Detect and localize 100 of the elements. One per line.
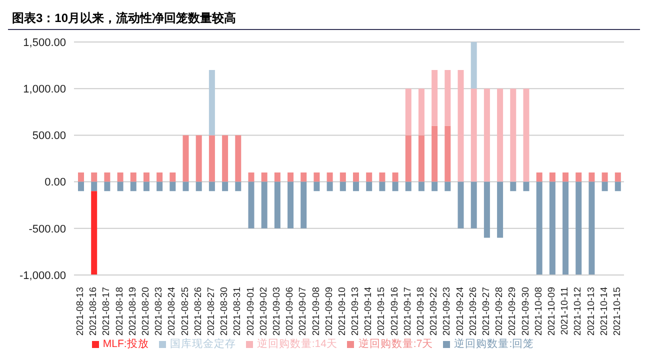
x-tick-label: 2021-08-23 xyxy=(154,287,165,336)
bar xyxy=(510,88,516,182)
bar xyxy=(170,182,176,192)
bar xyxy=(379,182,386,192)
x-tick-label: 2021-08-31 xyxy=(232,287,244,336)
bar xyxy=(314,172,320,182)
x-tick-label: 2021-09-17 xyxy=(402,287,414,336)
bar xyxy=(182,182,189,192)
bar xyxy=(248,182,254,228)
bar xyxy=(314,182,320,192)
bar xyxy=(470,88,477,182)
bar xyxy=(170,172,176,182)
x-tick-label: 2021-10-12 xyxy=(572,287,584,336)
bar xyxy=(588,172,595,182)
bar xyxy=(576,172,582,182)
x-tick-label: 2021-09-29 xyxy=(507,287,518,336)
bar xyxy=(104,182,110,192)
bar xyxy=(405,135,412,182)
x-tick-label: 2021-08-16 xyxy=(88,287,100,336)
y-tick-label: 500.00 xyxy=(32,130,66,142)
bar xyxy=(602,172,608,182)
bar xyxy=(91,191,98,275)
bar xyxy=(340,182,346,192)
bar xyxy=(614,172,621,182)
x-tick-label: 2021-08-20 xyxy=(140,287,152,336)
x-tick-label: 2021-09-14 xyxy=(363,287,374,336)
x-tick-label: 2021-09-16 xyxy=(389,287,400,336)
bar xyxy=(91,172,98,182)
bar xyxy=(432,182,438,192)
x-tick-label: 2021-09-28 xyxy=(494,287,506,336)
legend-label: MLF:投放 xyxy=(102,338,149,350)
x-tick-label: 2021-09-18 xyxy=(416,287,427,336)
bar xyxy=(143,182,150,192)
bar xyxy=(484,182,490,238)
bar xyxy=(208,135,215,182)
bar xyxy=(91,182,98,192)
bar xyxy=(418,182,424,192)
bar xyxy=(222,135,228,182)
x-tick-label: 2021-10-15 xyxy=(612,287,623,336)
bar xyxy=(288,172,294,182)
x-tick-label: 2021-09-24 xyxy=(454,287,466,336)
bar xyxy=(470,182,477,228)
y-tick-label: -1,000.00 xyxy=(20,270,66,282)
bar xyxy=(235,182,242,192)
x-tick-label: 2021-10-13 xyxy=(586,287,597,336)
y-tick-label: 0.00 xyxy=(44,176,66,189)
bar xyxy=(392,182,398,192)
bar xyxy=(444,182,451,192)
x-tick-label: 2021-10-09 xyxy=(546,287,558,336)
x-tick-label: 2021-09-23 xyxy=(442,287,453,336)
bar xyxy=(458,182,464,228)
x-tick-label: 2021-08-18 xyxy=(114,287,126,336)
x-tick-label: 2021-08-19 xyxy=(127,287,138,336)
bar xyxy=(261,182,268,228)
legend-label: 国库现金定存 xyxy=(170,338,236,350)
bar xyxy=(588,182,595,275)
x-tick-label: 2021-08-27 xyxy=(206,287,217,336)
legend-label: 逆回购数量:7天 xyxy=(358,338,434,350)
x-tick-label: 2021-09-09 xyxy=(324,287,335,336)
legend-label: 逆回购数量:回笼 xyxy=(454,338,534,350)
bar xyxy=(353,172,359,182)
bar xyxy=(208,182,215,192)
x-tick-label: 2021-09-22 xyxy=(428,287,440,336)
bar xyxy=(261,172,268,182)
x-tick-label: 2021-09-10 xyxy=(336,287,348,336)
x-tick-label: 2021-10-14 xyxy=(598,287,610,336)
bar xyxy=(104,172,110,182)
x-tick-label: 2021-09-07 xyxy=(298,287,309,336)
bar xyxy=(326,172,333,182)
bar xyxy=(497,182,504,238)
y-tick-label: 1,000.00 xyxy=(23,84,66,96)
x-tick-label: 2021-08-25 xyxy=(180,287,191,336)
bar xyxy=(130,172,136,182)
bar xyxy=(418,135,424,182)
bar xyxy=(470,42,477,89)
x-tick-label: 2021-08-26 xyxy=(192,287,204,336)
x-tick-label: 2021-10-08 xyxy=(533,287,544,336)
bar xyxy=(366,172,372,182)
x-tick-label: 2021-09-01 xyxy=(245,287,256,336)
x-tick-label: 2021-08-30 xyxy=(219,287,230,336)
bar xyxy=(405,182,412,192)
x-tick-label: 2021-09-02 xyxy=(258,287,270,336)
bar xyxy=(222,182,228,192)
bar xyxy=(444,126,451,182)
bar xyxy=(78,172,84,182)
bar xyxy=(196,182,202,192)
bar xyxy=(117,182,124,192)
bar xyxy=(379,172,386,182)
x-tick-label: 2021-09-08 xyxy=(310,287,322,336)
bar xyxy=(248,172,254,182)
bar xyxy=(497,88,504,182)
bar xyxy=(562,172,569,182)
x-tick-label: 2021-09-13 xyxy=(350,287,362,336)
bar xyxy=(523,88,530,182)
legend-label: 逆回购数量:14天 xyxy=(256,338,338,350)
x-tick-label: 2021-09-30 xyxy=(520,287,532,336)
bar xyxy=(602,182,608,192)
bar xyxy=(576,182,582,275)
x-tick-label: 2021-09-27 xyxy=(481,287,492,336)
y-tick-label: -500.00 xyxy=(28,223,66,236)
